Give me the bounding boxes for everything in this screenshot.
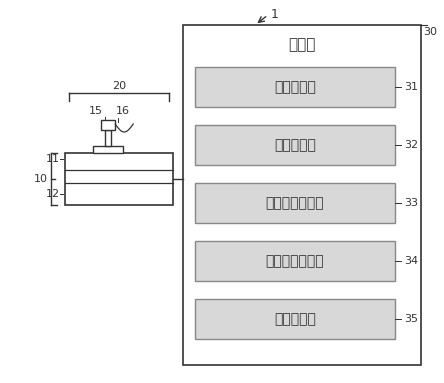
Text: 11: 11 bbox=[46, 154, 60, 164]
Text: 16: 16 bbox=[116, 106, 130, 116]
Text: 力量检测部: 力量检测部 bbox=[274, 138, 316, 152]
Bar bbox=[195, 241, 395, 281]
Text: 操作信号生成部: 操作信号生成部 bbox=[266, 196, 324, 210]
Bar bbox=[93, 146, 123, 153]
Text: 35: 35 bbox=[404, 314, 418, 324]
Text: 30: 30 bbox=[423, 27, 437, 37]
Text: 32: 32 bbox=[404, 140, 418, 150]
Text: 12: 12 bbox=[46, 189, 60, 199]
Bar bbox=[183, 25, 421, 365]
Text: 显示信号生成部: 显示信号生成部 bbox=[266, 254, 324, 268]
Bar bbox=[195, 67, 395, 107]
Text: 1: 1 bbox=[271, 8, 279, 21]
Bar bbox=[195, 183, 395, 223]
Bar bbox=[195, 125, 395, 165]
Text: 方向检测部: 方向检测部 bbox=[274, 80, 316, 94]
Text: 输入输出部: 输入输出部 bbox=[274, 312, 316, 326]
Text: 10: 10 bbox=[34, 174, 48, 184]
Text: 34: 34 bbox=[404, 256, 418, 266]
Bar bbox=[195, 299, 395, 339]
Text: 31: 31 bbox=[404, 82, 418, 92]
Text: 15: 15 bbox=[89, 106, 103, 116]
Bar bbox=[101, 120, 115, 130]
Text: 20: 20 bbox=[112, 81, 126, 91]
Text: 33: 33 bbox=[404, 198, 418, 208]
Bar bbox=[105, 130, 111, 146]
Bar bbox=[65, 153, 173, 205]
Text: 控制部: 控制部 bbox=[288, 38, 316, 52]
